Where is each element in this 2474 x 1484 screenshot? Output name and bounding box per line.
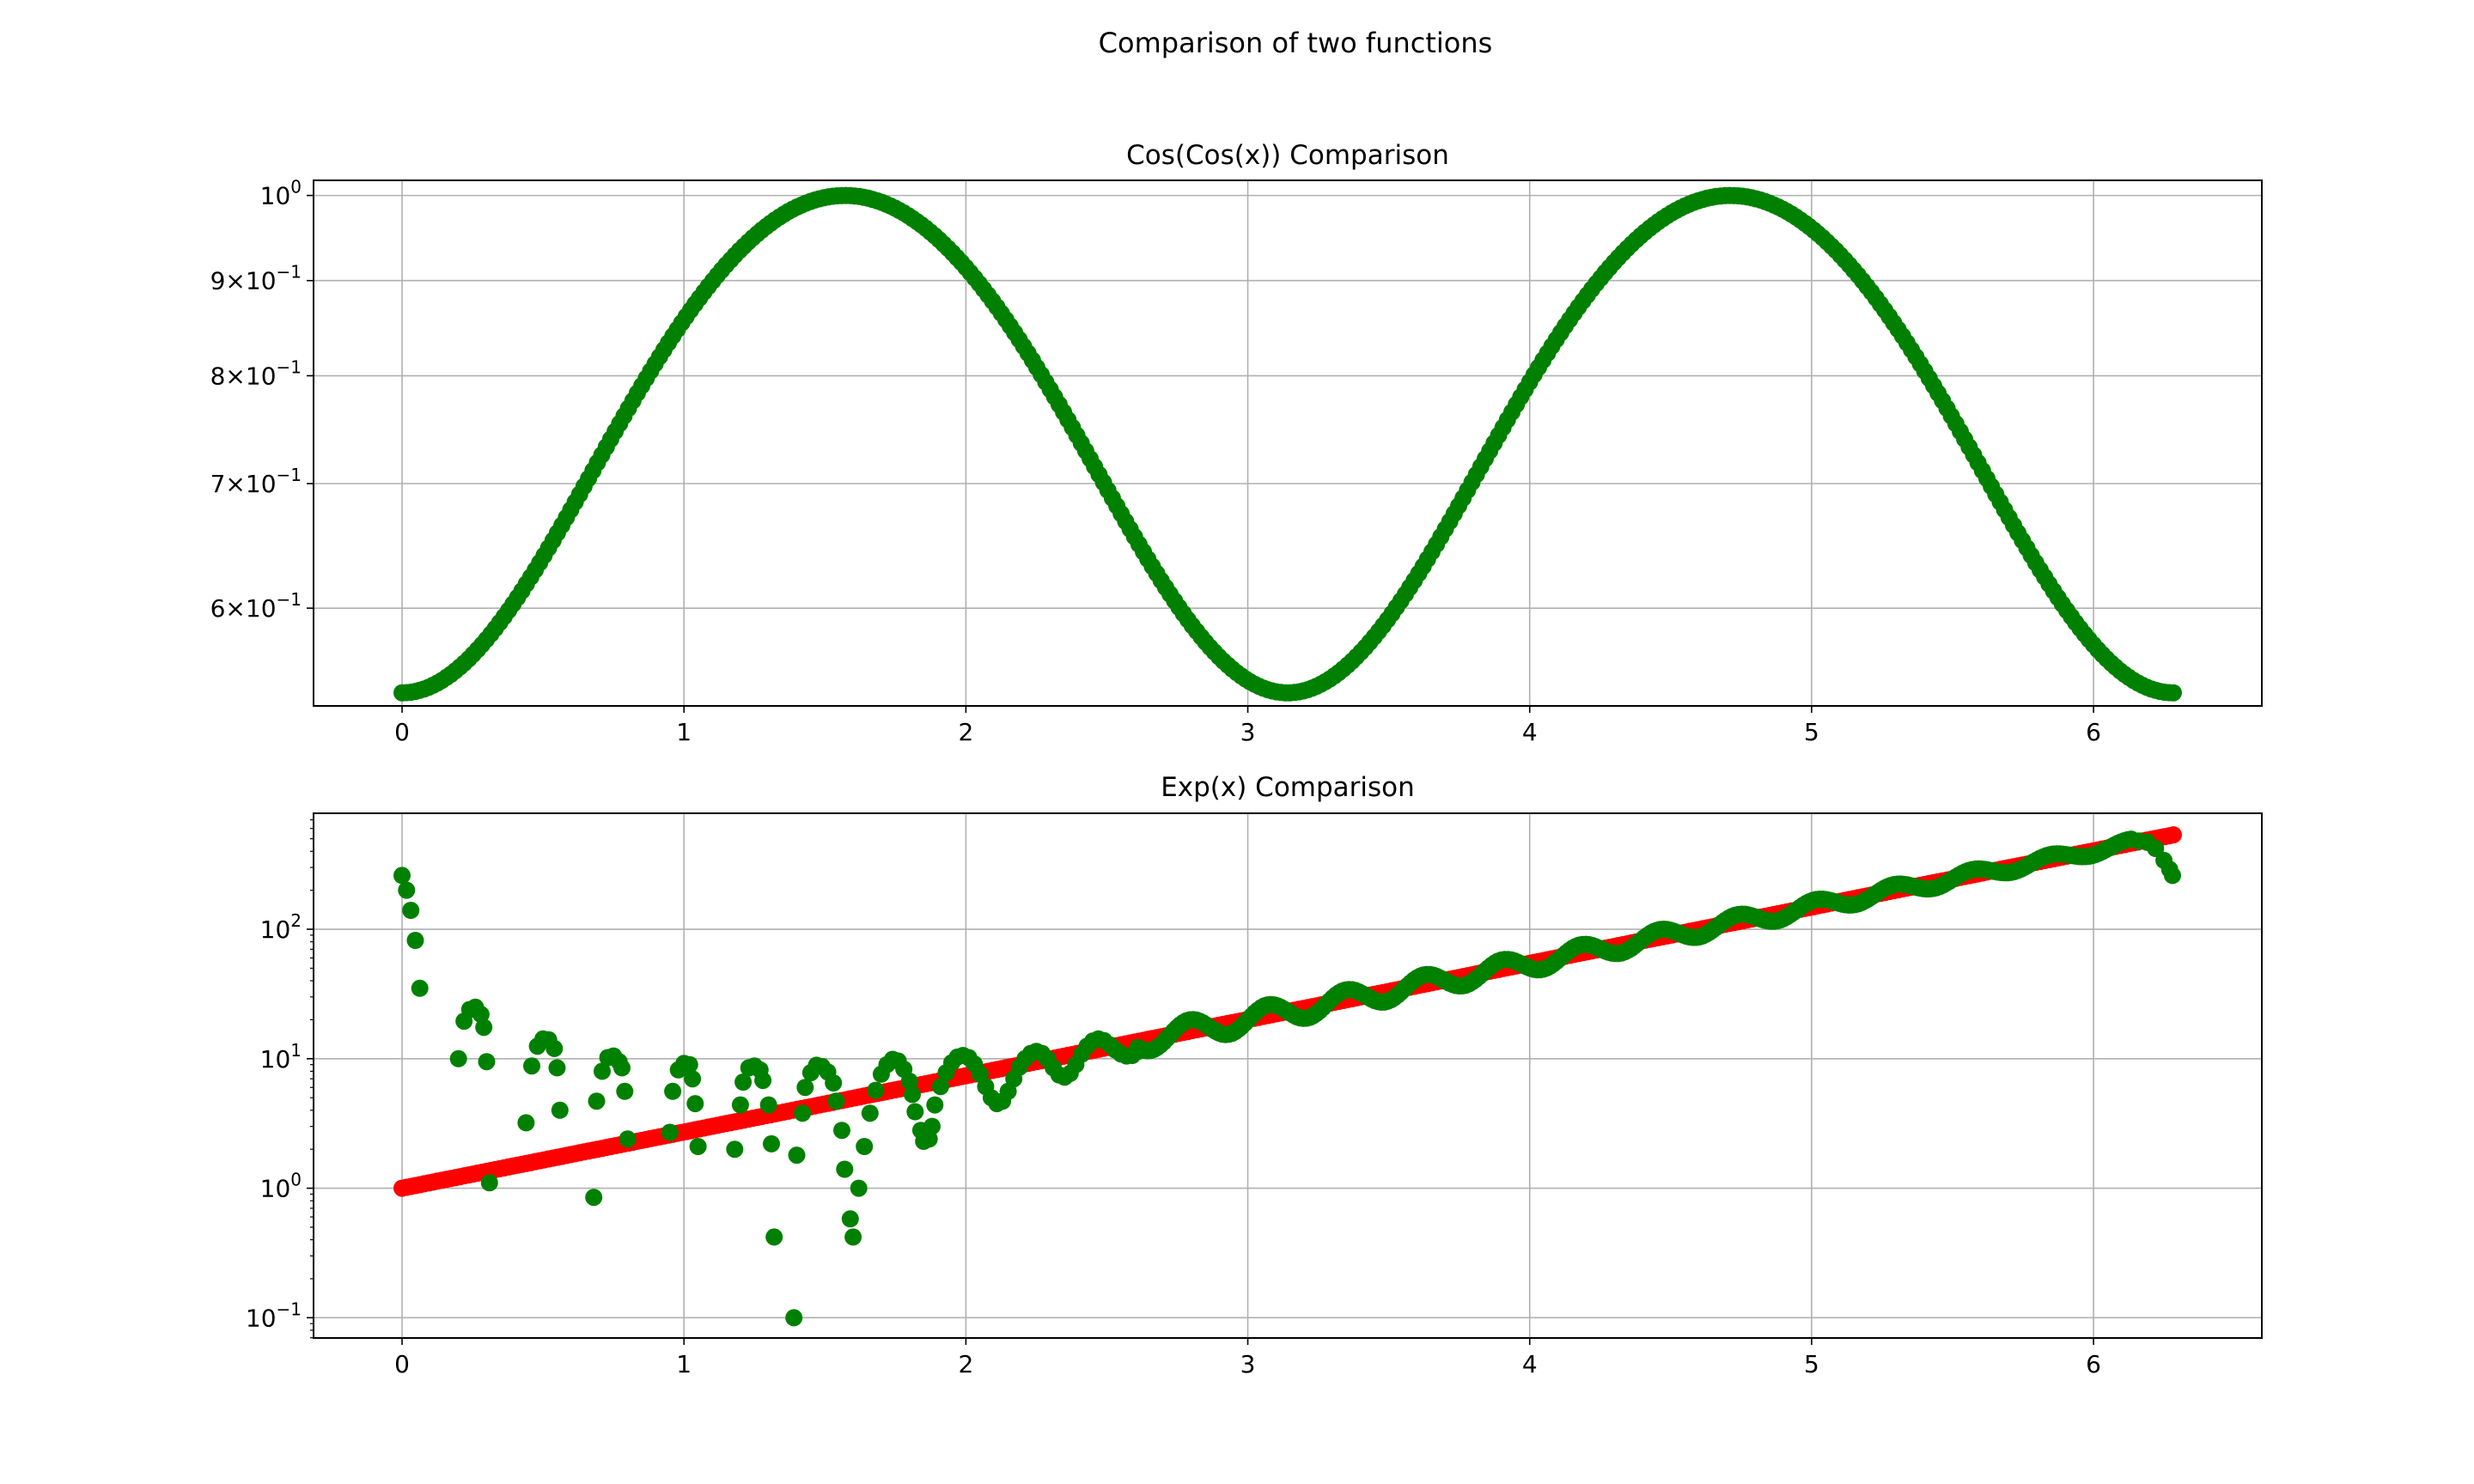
data-point xyxy=(861,1104,879,1122)
data-point xyxy=(594,1062,611,1080)
data-point xyxy=(684,1070,702,1088)
data-point xyxy=(794,1104,812,1122)
chart-exp: Exp(x) Comparison 0 1 2 3 4 5 6 10−1 100 101 102 xyxy=(246,772,2263,1378)
data-point xyxy=(480,1174,498,1192)
y-axis: 6×10−1 7×10−1 8×10−1 9×10−1 100 xyxy=(210,177,314,623)
chart-title: Exp(x) Comparison xyxy=(1161,772,1415,803)
data-point xyxy=(406,932,424,949)
x-tick-label: 1 xyxy=(676,718,692,746)
data-point xyxy=(754,1072,772,1090)
data-point xyxy=(856,1138,874,1155)
data-point xyxy=(926,1096,944,1114)
y-tick-label: 8×10−1 xyxy=(210,357,302,391)
data-point xyxy=(844,1228,862,1246)
data-point xyxy=(585,1189,603,1207)
y-tick-label: 100 xyxy=(260,1170,302,1203)
x-tick-label: 2 xyxy=(958,718,973,746)
x-axis: 0 1 2 3 4 5 6 xyxy=(394,706,2101,746)
figure-suptitle: Comparison of two functions xyxy=(1099,27,1493,59)
x-tick-label: 5 xyxy=(1804,1350,1819,1378)
data-point xyxy=(449,1049,467,1067)
data-point xyxy=(765,1228,783,1246)
data-point xyxy=(2147,840,2165,857)
data-point xyxy=(2165,684,2182,702)
data-point xyxy=(661,1123,679,1141)
data-point xyxy=(850,1179,868,1197)
y-tick-label: 9×10−1 xyxy=(210,262,302,295)
data-point xyxy=(763,1134,780,1153)
data-point xyxy=(833,1122,850,1140)
data-point xyxy=(402,902,420,919)
data-point xyxy=(588,1092,606,1110)
data-point xyxy=(900,1073,918,1090)
x-tick-label: 2 xyxy=(958,1350,973,1378)
data-point xyxy=(393,867,411,885)
data-point xyxy=(472,1006,490,1024)
plot-frame xyxy=(313,812,2263,1339)
data-point xyxy=(680,1055,698,1073)
data-point xyxy=(616,1082,634,1100)
data-point xyxy=(517,1114,535,1132)
y-axis: 10−1 100 101 102 xyxy=(246,818,314,1339)
x-tick-label: 3 xyxy=(1240,718,1256,746)
chart-cos-cos: Cos(Cos(x)) Comparison 0 1 2 3 4 5 6 6×10−1 7×1… xyxy=(210,140,2263,746)
data-point xyxy=(551,1101,569,1119)
data-point xyxy=(726,1140,744,1159)
data-point xyxy=(2164,867,2181,885)
data-point xyxy=(618,1130,637,1148)
data-point xyxy=(785,1309,803,1327)
data-point xyxy=(548,1059,566,1077)
y-tick-label: 101 xyxy=(260,1040,302,1073)
data-point xyxy=(664,1082,682,1100)
data-point xyxy=(825,1074,843,1092)
x-tick-label: 6 xyxy=(2086,1350,2101,1378)
data-point xyxy=(686,1095,704,1113)
x-tick-label: 6 xyxy=(2086,718,2101,746)
data-point xyxy=(796,1079,814,1097)
chart-title: Cos(Cos(x)) Comparison xyxy=(1126,140,1449,171)
data-point xyxy=(411,979,429,997)
y-tick-label: 102 xyxy=(260,910,302,944)
data-point xyxy=(2165,826,2182,844)
y-tick-label: 6×10−1 xyxy=(210,589,302,623)
x-tick-label: 4 xyxy=(1522,718,1538,746)
data-point xyxy=(478,1053,496,1071)
data-point xyxy=(731,1096,749,1114)
data-point xyxy=(904,1086,921,1104)
data-point xyxy=(923,1117,941,1135)
x-tick-label: 1 xyxy=(676,1350,692,1378)
data-point xyxy=(827,1092,845,1110)
y-tick-label: 7×10−1 xyxy=(210,465,302,498)
data-point xyxy=(931,1078,949,1096)
y-tick-label: 10−1 xyxy=(246,1298,302,1332)
data-point xyxy=(788,1146,806,1165)
data-point xyxy=(759,1096,777,1114)
x-tick-label: 4 xyxy=(1522,1350,1538,1378)
x-tick-label: 5 xyxy=(1804,718,1819,746)
data-points xyxy=(393,826,2182,1327)
data-point xyxy=(867,1081,885,1099)
data-point xyxy=(545,1039,564,1057)
data-point xyxy=(906,1103,924,1121)
data-point xyxy=(523,1057,540,1075)
data-point xyxy=(398,881,416,899)
data-point xyxy=(734,1073,753,1091)
data-point xyxy=(689,1138,707,1155)
grid-lines xyxy=(314,813,2262,1338)
data-point xyxy=(841,1210,859,1228)
x-tick-label: 3 xyxy=(1240,1350,1256,1378)
x-axis: 0 1 2 3 4 5 6 xyxy=(394,1338,2101,1378)
y-tick-label: 100 xyxy=(260,177,302,210)
x-tick-label: 0 xyxy=(394,718,410,746)
data-point xyxy=(836,1160,854,1178)
plot-frame xyxy=(313,179,2263,707)
data-points xyxy=(393,186,2182,702)
data-point xyxy=(613,1059,631,1077)
data-point xyxy=(475,1019,493,1037)
x-tick-label: 0 xyxy=(394,1350,410,1378)
